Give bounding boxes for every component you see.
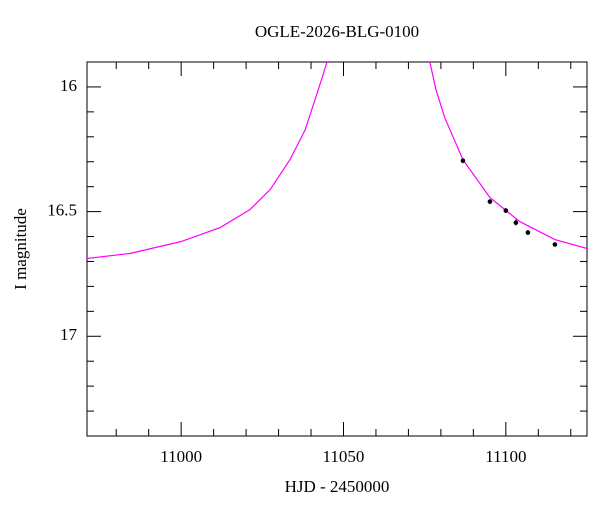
y-axis-label: I magnitude — [11, 208, 30, 290]
y-tick-label: 17 — [60, 325, 78, 344]
y-tick-label: 16 — [60, 76, 77, 95]
plot-frame — [86, 61, 588, 437]
data-point — [503, 208, 509, 213]
data-point — [460, 158, 466, 164]
chart-title: OGLE-2026-BLG-0100 — [255, 22, 419, 41]
data-point — [487, 199, 493, 204]
x-tick-label: 11100 — [485, 447, 526, 466]
x-tick-label: 11050 — [323, 447, 365, 466]
x-axis-label: HJD - 2450000 — [285, 477, 390, 496]
x-tick-label: 11000 — [160, 447, 202, 466]
data-point — [552, 242, 558, 247]
model-curve — [87, 62, 587, 260]
y-tick-label: 16.5 — [47, 201, 77, 220]
data-point — [525, 230, 531, 235]
plot-area — [87, 62, 587, 260]
data-point — [513, 220, 519, 225]
